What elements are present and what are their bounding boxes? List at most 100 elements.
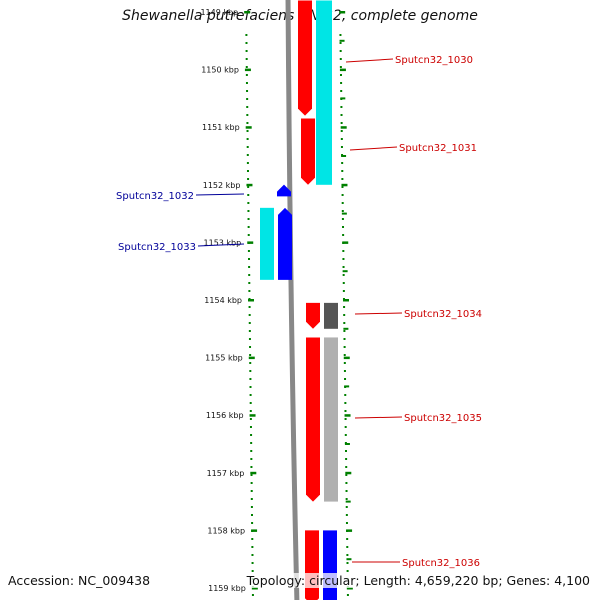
ruler-dot-left	[250, 466, 253, 468]
cog-bar-sputcn32-1034	[324, 302, 338, 329]
ruler-tick-label: 1152 kbp	[203, 181, 241, 190]
ruler-dot-right	[342, 226, 345, 228]
ruler-dot-left	[245, 82, 248, 84]
ruler-dot-right	[342, 234, 345, 236]
ruler-dot-right	[344, 402, 347, 404]
ruler-tick-right	[346, 529, 353, 532]
gene-arrow-sputcn32-1031	[301, 118, 315, 185]
ruler-dot-left	[248, 322, 251, 324]
ruler-dot-left	[248, 314, 251, 316]
ruler-dot-left	[246, 138, 249, 140]
ruler-dot-left	[251, 570, 254, 572]
ruler-tick-right	[341, 183, 348, 187]
ruler-dot-left	[246, 170, 249, 172]
gene-label-sputcn32-1036: Sputcn32_1036	[402, 558, 480, 569]
ruler-dot-left	[246, 162, 249, 164]
gene-arrow-sputcn32-1034	[306, 302, 320, 329]
ruler-dot-right	[340, 114, 343, 116]
ruler-dot-left	[251, 554, 254, 556]
ruler-dot-right	[341, 202, 344, 204]
ruler-dotted-lines	[245, 34, 349, 596]
ruler-tick-left	[248, 299, 254, 302]
ruler-dot-right	[343, 330, 346, 332]
ruler-tick-label: 1151 kbp	[202, 123, 240, 132]
ruler-dot-right	[340, 122, 343, 124]
ruler-tick-left	[251, 587, 258, 590]
ruler-dot-right	[343, 314, 346, 316]
ruler-dot-left	[247, 234, 250, 236]
ruler-dot-left	[250, 474, 253, 476]
ruler-dot-left	[251, 546, 254, 548]
topology-text: Topology: circular; Length: 4,659,220 bp…	[246, 573, 590, 588]
ruler-dot-left	[249, 354, 252, 356]
ruler-dot-right	[345, 514, 348, 516]
ruler-tick-label: 1158 kbp	[207, 526, 245, 535]
ruler-dot-left	[251, 538, 254, 540]
ruler-tick-right	[346, 587, 353, 590]
ruler-dot-left	[250, 450, 253, 452]
ruler-dot-right	[344, 410, 347, 412]
ruler-dot-right	[341, 162, 344, 164]
ruler-tick-left	[244, 11, 251, 14]
ruler-tick-label: 1159 kbp	[208, 584, 246, 593]
ruler-halftick-right	[346, 558, 352, 561]
ruler-dot-left	[247, 178, 250, 180]
ruler-dot-right	[345, 490, 348, 492]
ruler-tick-right	[343, 356, 350, 360]
ruler-dot-left	[249, 346, 252, 348]
ruler-dot-left	[245, 66, 248, 68]
ruler-dot-left	[246, 130, 249, 132]
ruler-dot-right	[343, 338, 346, 340]
ruler-dot-left	[247, 194, 250, 196]
cog-bar-sputcn32-1036	[323, 530, 337, 600]
ruler-dot-left	[251, 562, 254, 564]
ruler-tick-label: 1154 kbp	[204, 296, 242, 305]
ruler-halftick-right	[340, 97, 346, 100]
ruler-halftick-right	[341, 155, 347, 157]
ruler-dot-right	[340, 106, 343, 108]
ruler-dot-left	[250, 434, 253, 436]
ruler-dot-right	[342, 274, 345, 276]
ruler-dot-left	[250, 458, 253, 460]
ruler-tick-right	[339, 68, 346, 72]
leader-line-sputcn32-1033	[197, 243, 245, 247]
ruler-dot-right	[339, 34, 342, 36]
ruler-dot-left	[249, 402, 252, 404]
ruler-dot-right	[339, 66, 342, 68]
ruler-dot-right	[341, 178, 344, 180]
ruler-dot-right	[340, 90, 343, 92]
ruler-tick-right	[344, 414, 351, 417]
ruler-dot-right	[344, 418, 347, 420]
ruler-dot-left	[246, 90, 249, 92]
ruler-dot-left	[248, 306, 251, 308]
ruler-halftick-right	[342, 270, 348, 273]
ruler-dot-right	[343, 306, 346, 308]
ruler-dot-left	[247, 226, 250, 228]
ruler-dot-right	[341, 170, 344, 172]
ruler-dot-right	[345, 506, 348, 508]
ruler-dot-right	[345, 458, 348, 460]
ruler-dot-left	[245, 58, 248, 60]
ruler-dot-right	[344, 378, 347, 380]
ruler-halftick-right	[339, 39, 345, 42]
ruler-dot-left	[248, 330, 251, 332]
ruler-dot-right	[343, 354, 346, 356]
ruler-tick-right	[340, 126, 347, 129]
ruler-dot-right	[346, 538, 349, 540]
ruler-dot-left	[249, 370, 252, 372]
ruler-tick-right	[345, 471, 352, 475]
ruler-tick-left	[247, 241, 254, 244]
ruler-dot-right	[346, 570, 349, 572]
ruler-dot-right	[344, 426, 347, 428]
ruler-dot-left	[250, 490, 253, 492]
ruler-dot-left	[251, 522, 254, 524]
ruler-dot-right	[344, 394, 347, 396]
ruler-dot-left	[249, 394, 252, 396]
ruler-dot-left	[250, 506, 253, 508]
gene-arrow-sputcn32-1036	[305, 530, 319, 600]
gene-arrow-sputcn32-1033	[278, 207, 292, 280]
leader-line-sputcn32-1030	[345, 58, 394, 63]
ruler-halftick-right	[344, 385, 350, 388]
ruler-dot-left	[245, 74, 248, 76]
